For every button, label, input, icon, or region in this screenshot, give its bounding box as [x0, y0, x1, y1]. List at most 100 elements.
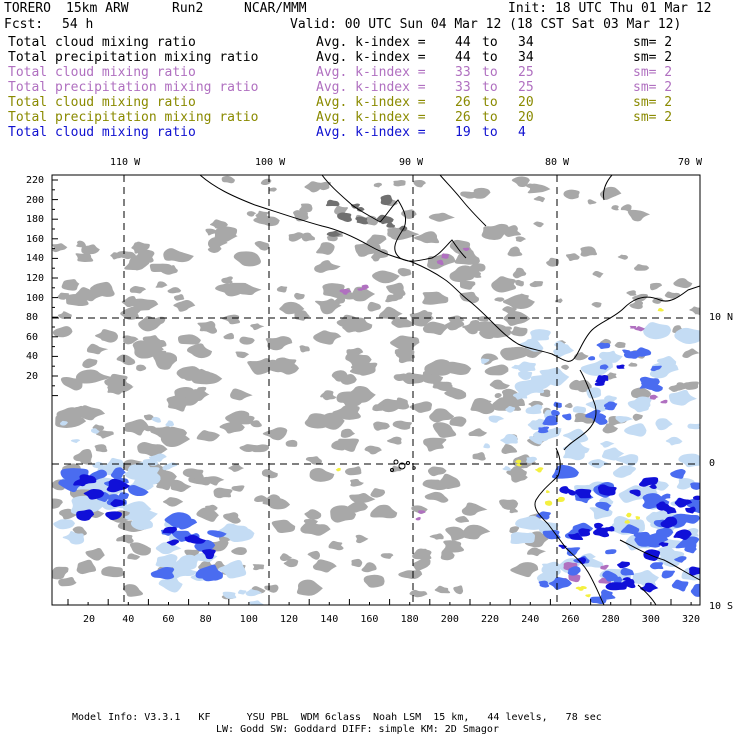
- cloud-patch: [689, 306, 700, 314]
- cloud-patch: [57, 311, 72, 319]
- cloud-patch: [453, 585, 464, 595]
- legend-smoothing: sm= 2: [633, 50, 673, 65]
- light-cloud-patch: [502, 466, 512, 471]
- y-tick-label: 60: [26, 331, 39, 343]
- cloud-patch: [533, 221, 544, 228]
- cloud-patch: [231, 485, 245, 492]
- cloud-patch: [481, 399, 492, 404]
- light-cloud-patch: [655, 418, 673, 431]
- light-cloud-patch: [553, 344, 574, 358]
- cloud-patch: [279, 553, 293, 562]
- cloud-patch: [328, 540, 344, 551]
- light-cloud-patch: [70, 495, 104, 515]
- cloud-patch: [489, 379, 510, 390]
- cloud-core-intense: [162, 526, 177, 534]
- cloud-patch-dark: [386, 222, 395, 228]
- cloud-patch: [201, 478, 213, 485]
- cloud-patch: [435, 359, 451, 367]
- cloud-patch: [630, 387, 652, 399]
- x-tick-label: 240: [521, 614, 540, 625]
- x-tick-label: 20: [83, 614, 96, 625]
- legend-range-to-word: to: [482, 50, 498, 65]
- light-cloud-patch: [615, 416, 634, 423]
- cloud-patch: [122, 335, 139, 345]
- light-cloud-patch: [488, 415, 505, 423]
- cloud-patch: [502, 306, 517, 315]
- legend-range-to: 34: [518, 35, 534, 50]
- longitude-label: 110 W: [110, 157, 141, 168]
- precip-patch: [634, 326, 645, 332]
- cloud-patch: [620, 204, 632, 212]
- cloud-patch: [592, 270, 604, 278]
- model-info: Model Info: V3.3.1 KF YSU PBL WDM 6class…: [72, 712, 602, 723]
- forecast-label: Fcst:: [4, 17, 44, 32]
- precip-patch: [339, 288, 352, 295]
- cloud-patch: [75, 287, 107, 302]
- cloud-patch: [413, 231, 440, 244]
- cloud-core: [197, 567, 223, 582]
- legend-range-to: 20: [518, 95, 534, 110]
- legend-field-name: Total cloud mixing ratio: [8, 35, 196, 50]
- cloud-patch: [409, 309, 435, 327]
- cloud-patch: [219, 420, 245, 434]
- cloud-patch: [221, 175, 235, 184]
- cloud-core: [604, 403, 618, 411]
- cloud-patch: [501, 225, 522, 237]
- cloud-patch: [605, 372, 617, 380]
- light-cloud-patch: [530, 329, 551, 341]
- valid-time: Valid: 00 UTC Sun 04 Mar 12 (18 CST Sat …: [290, 17, 682, 32]
- cloud-patch: [101, 566, 124, 578]
- y-tick-label: 100: [26, 292, 45, 304]
- cloud-patch: [229, 388, 253, 401]
- cloud-patch: [300, 521, 331, 536]
- cloud-patch: [442, 381, 453, 388]
- light-cloud-patch: [155, 542, 182, 555]
- legend-range-from: 33: [455, 65, 471, 80]
- cloud-patch: [85, 548, 105, 561]
- cloud-patch: [476, 321, 498, 331]
- cloud-patch: [221, 276, 233, 284]
- cloud-patch: [563, 189, 580, 200]
- cloud-patch: [221, 314, 241, 325]
- precip-patch: [660, 399, 668, 404]
- cloud-patch: [129, 542, 151, 556]
- cloud-core: [684, 545, 697, 554]
- cloud-patch: [116, 354, 136, 366]
- y-tick-label: 220: [26, 175, 45, 186]
- cloud-core: [538, 580, 550, 588]
- cloud-patch: [271, 519, 296, 534]
- legend-range-from: 26: [455, 95, 471, 110]
- light-cloud-patch: [127, 461, 151, 474]
- cloud-core: [661, 570, 676, 579]
- yellow-field: [335, 308, 664, 598]
- cloud-core-intense: [83, 488, 105, 500]
- x-tick-label: 160: [360, 614, 379, 625]
- light-cloud-patch: [632, 569, 659, 584]
- cloud-core: [675, 536, 700, 549]
- light-cloud-patch: [62, 530, 85, 545]
- y-tick-label: 160: [26, 233, 45, 245]
- cloud-patch: [173, 300, 196, 312]
- light-cloud-patch: [217, 523, 250, 540]
- cloud-core: [674, 556, 687, 563]
- legend-range-to-word: to: [482, 110, 498, 125]
- cloud-patch: [167, 287, 182, 294]
- heavy-precip-patch: [635, 516, 641, 520]
- cloud-patch: [351, 558, 363, 568]
- cloud-core: [660, 493, 671, 500]
- cloud-core: [110, 467, 126, 479]
- cloud-patch: [510, 562, 539, 578]
- cloud-patch: [494, 393, 502, 399]
- cloud-patch: [247, 358, 276, 375]
- cloud-patch: [250, 323, 265, 331]
- cloud-patch: [162, 497, 184, 507]
- cloud-patch: [313, 330, 342, 345]
- light-cloud-patch: [532, 419, 545, 429]
- cloud-patch: [330, 505, 357, 523]
- cloud-patch: [213, 487, 233, 499]
- legend-smoothing: sm= 2: [633, 110, 673, 125]
- cloud-patch: [510, 471, 528, 483]
- cloud-core-intense: [110, 499, 126, 508]
- map-frame: [51, 174, 701, 606]
